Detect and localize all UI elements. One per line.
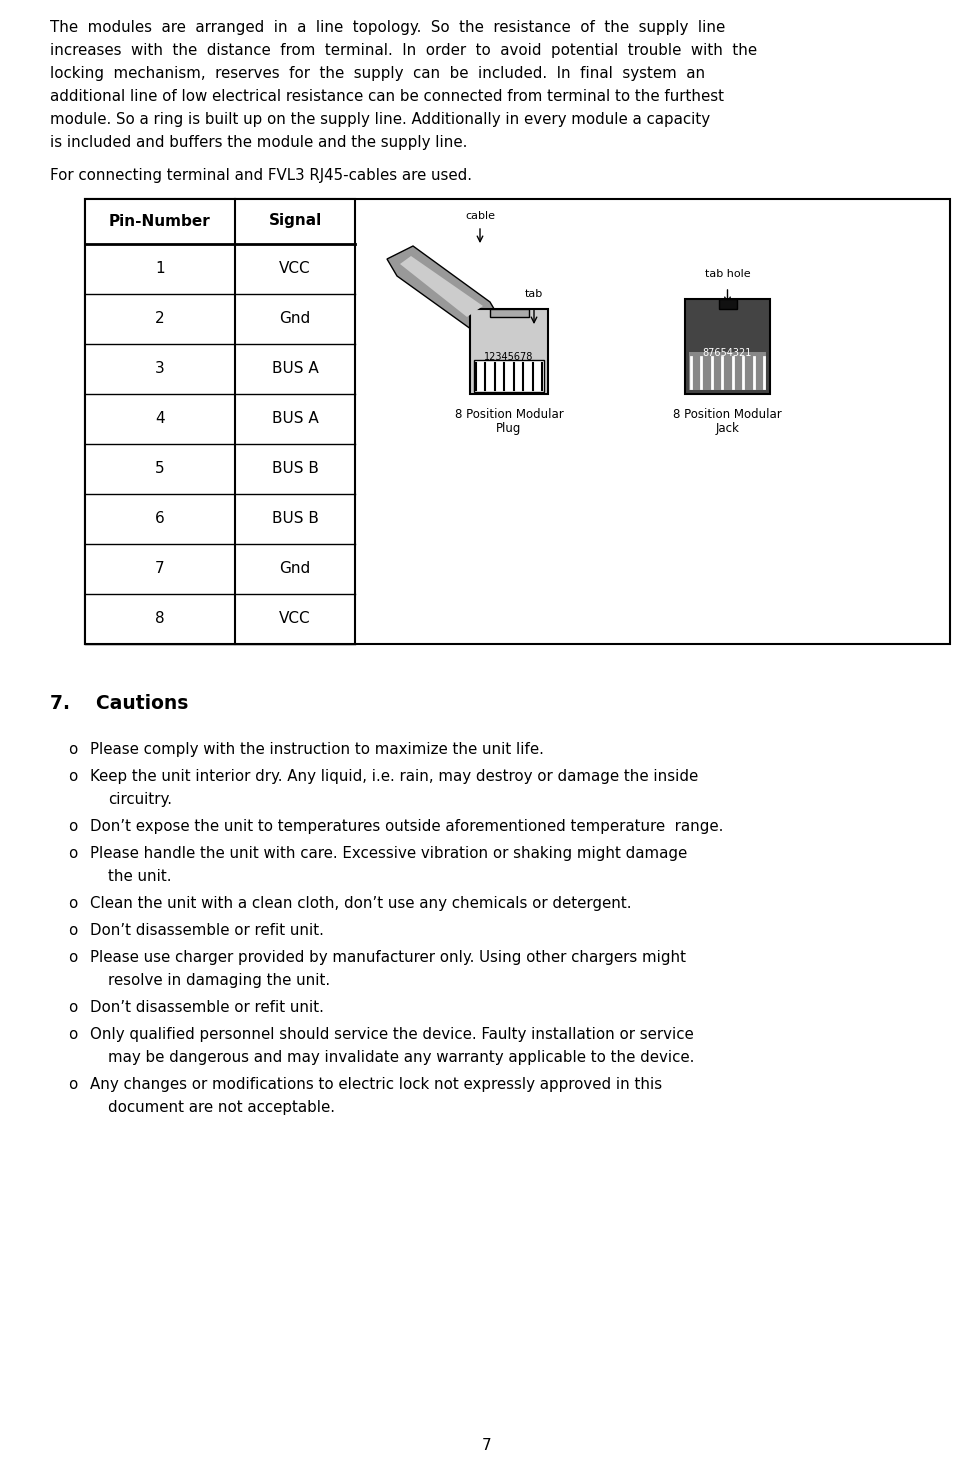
Text: VCC: VCC — [280, 262, 311, 276]
Text: resolve in damaging the unit.: resolve in damaging the unit. — [108, 974, 330, 988]
Text: BUS A: BUS A — [272, 361, 318, 376]
Text: may be dangerous and may invalidate any warranty applicable to the device.: may be dangerous and may invalidate any … — [108, 1050, 694, 1064]
Text: Pin-Number: Pin-Number — [109, 213, 211, 228]
Text: cable: cable — [465, 211, 495, 221]
Text: Gnd: Gnd — [280, 561, 311, 576]
Text: BUS B: BUS B — [272, 461, 318, 477]
Text: 3: 3 — [155, 361, 165, 376]
Text: Please use charger provided by manufacturer only. Using other chargers might: Please use charger provided by manufactu… — [90, 950, 686, 965]
Text: 7: 7 — [155, 561, 165, 576]
Text: 8 Position Modular: 8 Position Modular — [673, 408, 782, 421]
Text: Don’t disassemble or refit unit.: Don’t disassemble or refit unit. — [90, 1000, 324, 1015]
Text: 87654321: 87654321 — [703, 348, 752, 358]
Text: Don’t disassemble or refit unit.: Don’t disassemble or refit unit. — [90, 923, 324, 939]
Text: o: o — [68, 923, 77, 939]
Text: VCC: VCC — [280, 611, 311, 626]
Text: document are not acceptable.: document are not acceptable. — [108, 1099, 335, 1116]
Text: 8 Position Modular: 8 Position Modular — [455, 408, 563, 421]
Text: Don’t expose the unit to temperatures outside aforementioned temperature  range.: Don’t expose the unit to temperatures ou… — [90, 819, 724, 833]
Text: tab hole: tab hole — [704, 269, 750, 279]
Bar — [470, 308, 548, 393]
Text: BUS A: BUS A — [272, 411, 318, 425]
Text: 12345678: 12345678 — [484, 352, 534, 363]
Text: is included and buffers the module and the supply line.: is included and buffers the module and t… — [50, 135, 468, 151]
Text: circuitry.: circuitry. — [108, 792, 172, 807]
Polygon shape — [387, 246, 500, 332]
Text: The  modules  are  arranged  in  a  line  topology.  So  the  resistance  of  th: The modules are arranged in a line topol… — [50, 20, 726, 35]
Bar — [685, 300, 770, 393]
Text: o: o — [68, 743, 77, 757]
Text: o: o — [68, 950, 77, 965]
Text: tab: tab — [525, 289, 543, 300]
Text: Only qualified personnel should service the device. Faulty installation or servi: Only qualified personnel should service … — [90, 1026, 693, 1042]
Text: o: o — [68, 769, 77, 784]
Text: 4: 4 — [155, 411, 165, 425]
Text: Gnd: Gnd — [280, 311, 311, 326]
Text: For connecting terminal and FVL3 RJ45-cables are used.: For connecting terminal and FVL3 RJ45-ca… — [50, 168, 472, 183]
Text: locking  mechanism,  reserves  for  the  supply  can  be  included.  In  final  : locking mechanism, reserves for the supp… — [50, 66, 705, 80]
Bar — [490, 308, 529, 317]
Text: Please handle the unit with care. Excessive vibration or shaking might damage: Please handle the unit with care. Excess… — [90, 846, 688, 861]
Text: the unit.: the unit. — [108, 868, 171, 885]
Text: Clean the unit with a clean cloth, don’t use any chemicals or detergent.: Clean the unit with a clean cloth, don’t… — [90, 896, 631, 911]
Text: additional line of low electrical resistance can be connected from terminal to t: additional line of low electrical resist… — [50, 89, 724, 104]
Text: o: o — [68, 896, 77, 911]
Bar — [85, 199, 950, 643]
Text: 8: 8 — [155, 611, 165, 626]
Text: 2: 2 — [155, 311, 165, 326]
Bar — [719, 300, 736, 308]
Text: o: o — [68, 1077, 77, 1092]
Text: Signal: Signal — [269, 213, 321, 228]
Text: o: o — [68, 1000, 77, 1015]
Bar — [689, 352, 766, 390]
Text: BUS B: BUS B — [272, 512, 318, 526]
Text: 6: 6 — [155, 512, 165, 526]
Text: module. So a ring is built up on the supply line. Additionally in every module a: module. So a ring is built up on the sup… — [50, 113, 710, 127]
Text: 5: 5 — [155, 461, 165, 477]
Polygon shape — [400, 256, 483, 317]
Text: o: o — [68, 819, 77, 833]
Text: 7: 7 — [482, 1439, 492, 1453]
Text: o: o — [68, 846, 77, 861]
Text: Any changes or modifications to electric lock not expressly approved in this: Any changes or modifications to electric… — [90, 1077, 662, 1092]
Text: Please comply with the instruction to maximize the unit life.: Please comply with the instruction to ma… — [90, 743, 543, 757]
Text: 1: 1 — [155, 262, 165, 276]
Text: Keep the unit interior dry. Any liquid, i.e. rain, may destroy or damage the ins: Keep the unit interior dry. Any liquid, … — [90, 769, 698, 784]
Text: increases  with  the  distance  from  terminal.  In  order  to  avoid  potential: increases with the distance from termina… — [50, 42, 757, 58]
Text: 7.    Cautions: 7. Cautions — [50, 694, 188, 713]
Bar — [85, 199, 355, 643]
Text: Plug: Plug — [497, 423, 522, 436]
Bar — [474, 360, 544, 392]
Text: Jack: Jack — [716, 423, 739, 436]
Text: o: o — [68, 1026, 77, 1042]
